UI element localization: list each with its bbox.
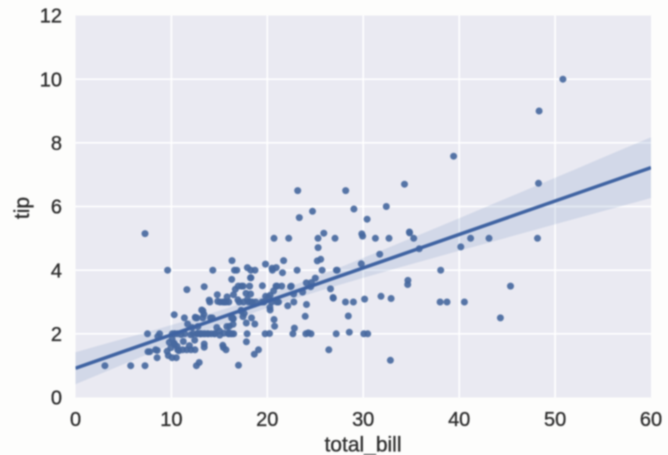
svg-text:10: 10 (160, 409, 182, 431)
svg-text:12: 12 (40, 6, 62, 28)
svg-text:0: 0 (70, 409, 81, 431)
svg-text:8: 8 (51, 133, 62, 155)
svg-text:20: 20 (256, 409, 278, 431)
svg-text:40: 40 (448, 409, 470, 431)
svg-text:total_bill: total_bill (324, 434, 401, 455)
svg-text:4: 4 (51, 260, 62, 282)
svg-text:2: 2 (51, 324, 62, 346)
svg-text:tip: tip (11, 197, 34, 219)
svg-text:60: 60 (640, 409, 662, 431)
svg-text:0: 0 (51, 388, 62, 410)
svg-text:10: 10 (40, 69, 62, 91)
svg-text:6: 6 (51, 197, 62, 219)
svg-text:30: 30 (352, 409, 374, 431)
svg-text:50: 50 (544, 409, 566, 431)
